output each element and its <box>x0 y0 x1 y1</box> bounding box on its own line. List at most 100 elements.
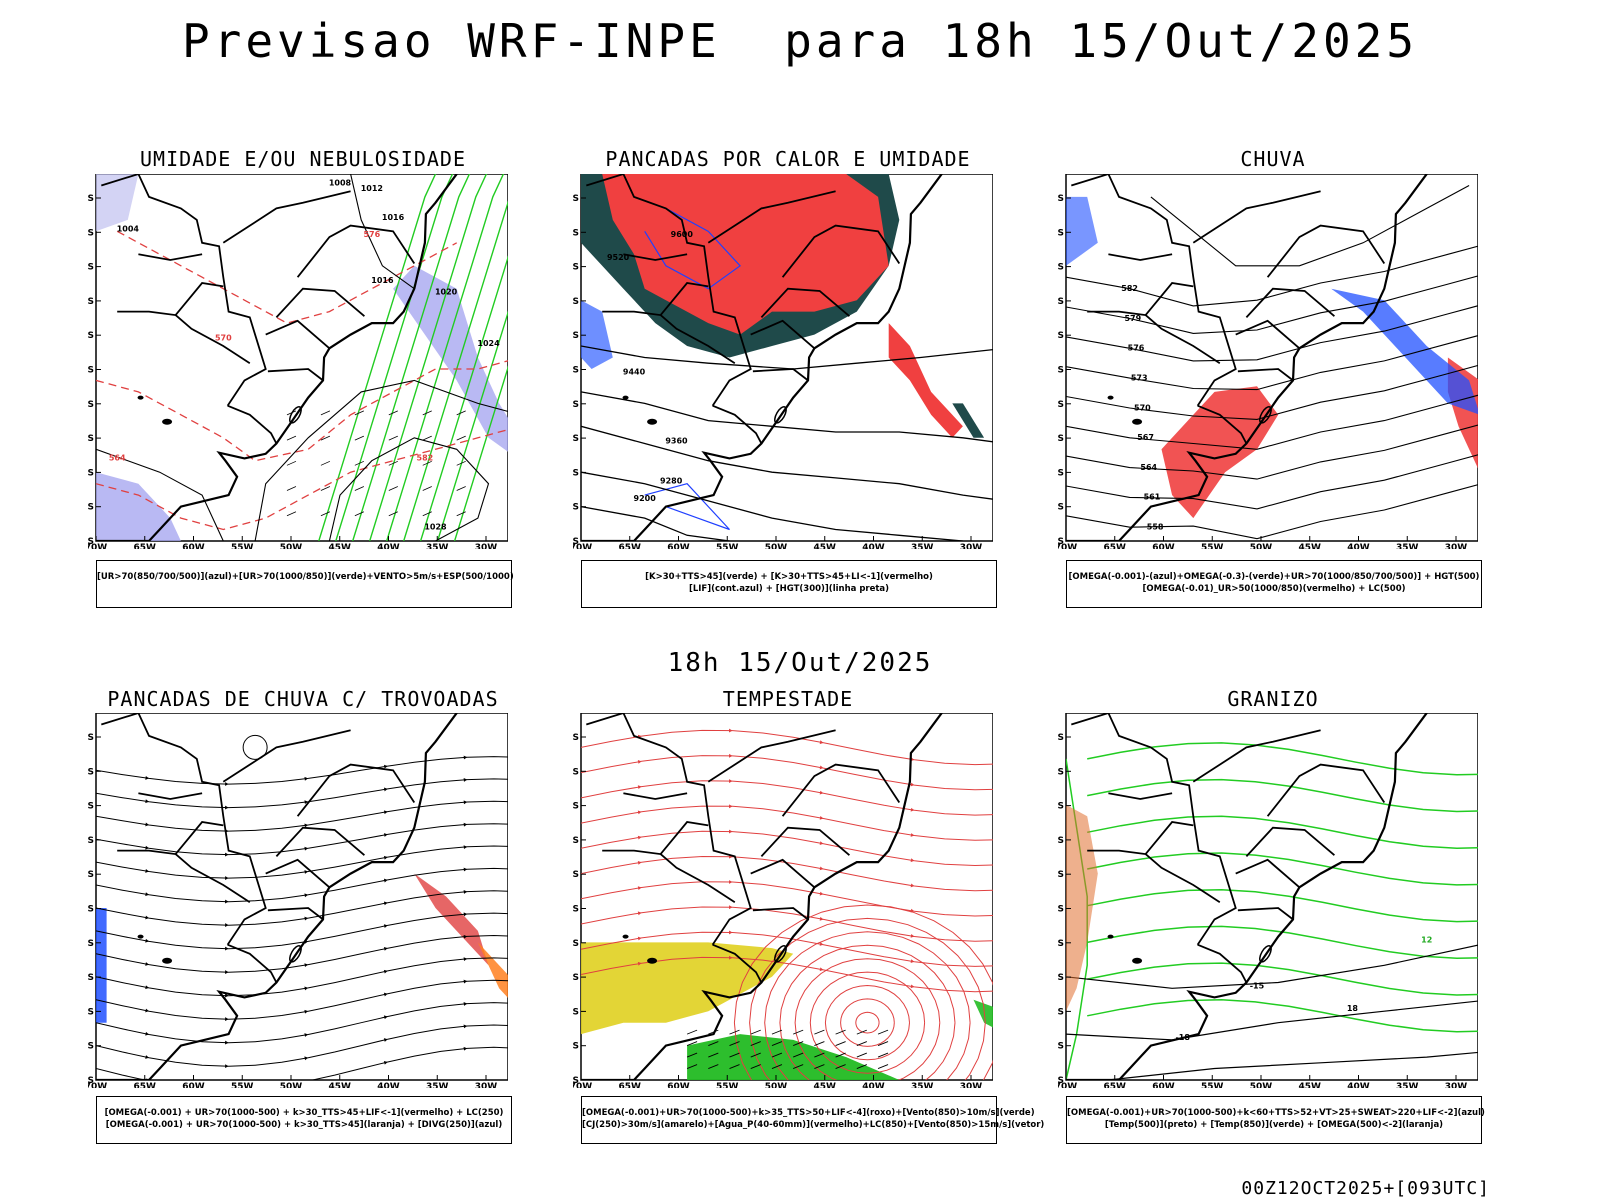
contour-label: 1008 <box>329 178 352 187</box>
wind-vector <box>793 1064 804 1069</box>
contour-label: 561 <box>1144 493 1161 502</box>
streamline-arrow <box>463 890 468 894</box>
wind-vector <box>456 486 466 491</box>
streamline-arrow <box>819 967 824 972</box>
wind-vector <box>835 1029 846 1035</box>
wind-vector <box>354 410 365 416</box>
lon-label: 65W <box>134 1082 157 1088</box>
country-border <box>1145 853 1221 903</box>
streamline-arrow <box>819 866 824 871</box>
lat-label: 36S <box>88 468 94 478</box>
country-border <box>1071 174 1237 407</box>
country-border <box>1108 253 1173 261</box>
wind-vector <box>793 1041 804 1047</box>
wind-vector <box>456 435 466 441</box>
streamline-arrow <box>383 992 388 997</box>
country-border <box>101 713 267 946</box>
lat-label: 39S <box>88 503 94 513</box>
hgt-contour <box>581 505 730 541</box>
coastline <box>96 174 458 541</box>
country-border <box>712 943 763 983</box>
lat-label: 33S <box>573 973 579 983</box>
humidity-green-contour <box>453 365 508 541</box>
divg-blue-area <box>96 908 107 1023</box>
lon-label: 50W <box>1250 1082 1273 1088</box>
streamline-arrow <box>729 955 733 960</box>
streamline-arrow <box>304 1033 309 1037</box>
contour-label: 1004 <box>117 224 140 233</box>
streamline-arrow <box>383 969 388 974</box>
lon-label: 70W <box>1058 1082 1077 1088</box>
lat-label: 33S <box>1058 973 1064 983</box>
streamline-arrow <box>145 822 150 827</box>
wind-vector <box>686 1041 698 1047</box>
legend-chuva: [OMEGA(-0.001)-(azul)+OMEGA(-0.3)-(verde… <box>1066 560 1482 608</box>
map-umidade: 1008 1012 1016 1004 1016 1020 1024 1028 576 570 56… <box>88 174 508 549</box>
wind-vector <box>814 1041 825 1047</box>
lat-label: 33S <box>88 973 94 983</box>
run-footer: 00Z12OCT2025+[093UTC] <box>1241 1178 1490 1199</box>
streamline-arrow <box>729 779 733 783</box>
contour-label: 576 <box>363 230 380 239</box>
lat-label: 27S <box>1058 905 1064 915</box>
country-border <box>1087 821 1194 856</box>
humidity-blue-area <box>96 472 181 541</box>
lat-label: 27S <box>88 366 94 376</box>
streamline-arrow <box>304 823 309 828</box>
streamline-arrow <box>637 785 642 790</box>
wind-vector <box>750 1064 761 1069</box>
lat-label: 27S <box>573 905 579 915</box>
streamline <box>96 800 508 832</box>
legend-line: [UR>70(850/700/500)](azul)+[UR>70(1000/8… <box>97 572 514 582</box>
wind-vector <box>877 1052 889 1058</box>
contour-label: 1016 <box>371 276 394 285</box>
contour-label: 1024 <box>477 339 500 348</box>
streamline-arrow <box>729 905 733 910</box>
lon-label: 65W <box>1104 543 1127 549</box>
legend-line: [OMEGA(-0.001) + UR>70(1000-500) + k>30_… <box>105 1120 503 1130</box>
temp500-contour <box>1066 1000 1478 1041</box>
rain-blue-area <box>1066 196 1098 266</box>
streamline-850 <box>581 830 993 867</box>
lat-label: 18S <box>1058 263 1064 273</box>
lake <box>137 934 144 939</box>
streamline-arrow <box>637 860 642 865</box>
lat-label: 27S <box>573 366 579 376</box>
hgt-contour <box>581 471 963 541</box>
country-border <box>602 821 709 856</box>
streamline-arrow <box>304 1056 309 1061</box>
wind-vector <box>422 486 432 491</box>
lat-label: 21S <box>88 836 94 846</box>
country-border <box>760 287 850 319</box>
contour-label: 567 <box>1137 433 1154 442</box>
lon-label: 55W <box>231 1082 254 1088</box>
streamline-850 <box>581 805 993 841</box>
streamline-arrow <box>637 886 642 890</box>
wind-vector <box>388 435 398 441</box>
streamline-arrow <box>225 923 229 927</box>
streamline-arrow <box>463 845 468 850</box>
country-border <box>1197 943 1248 983</box>
lon-label: 40W <box>377 1082 400 1088</box>
hgt500-contour <box>1066 245 1478 307</box>
contour-label: 9360 <box>665 437 688 446</box>
streamline-arrow <box>463 912 468 917</box>
lon-label: 70W <box>88 1082 107 1088</box>
contour-label: 12 <box>1421 935 1432 944</box>
lon-label: 45W <box>329 543 352 549</box>
lon-label: 35W <box>1396 1082 1419 1088</box>
lat-label: 42S <box>573 537 579 547</box>
hgt500-contour <box>1150 185 1470 267</box>
lat-label: 30S <box>1058 400 1064 410</box>
lif-contour <box>644 483 730 531</box>
streamline-arrow <box>225 876 229 880</box>
lat-label: 21S <box>573 836 579 846</box>
humidity-green-contour <box>403 200 508 541</box>
contour-label: 564 <box>109 454 126 463</box>
streamline-arrow <box>910 782 915 787</box>
lat-label: 24S <box>573 870 579 880</box>
country-border <box>623 792 688 800</box>
panel-title-tempestade: TEMPESTADE <box>722 687 854 711</box>
hgt500-contour <box>1066 424 1478 480</box>
